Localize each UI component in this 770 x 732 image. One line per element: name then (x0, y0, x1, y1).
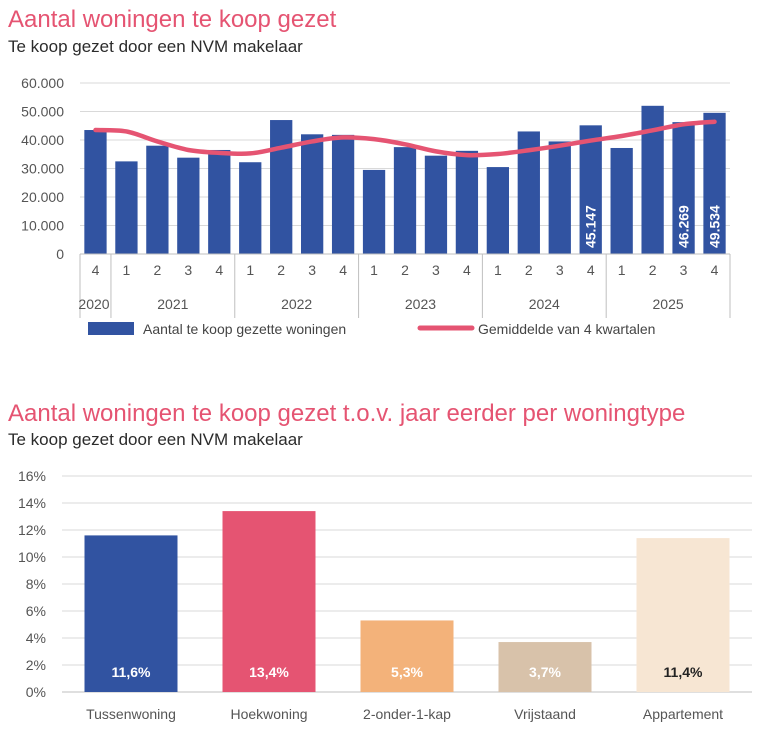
bar (360, 620, 454, 692)
quarter-label: 4 (587, 262, 595, 278)
quarter-label: 2 (649, 262, 657, 278)
y-tick-label: 40.000 (21, 132, 64, 148)
quarter-label: 1 (123, 262, 131, 278)
legend-bar-swatch (88, 322, 134, 335)
chart1-subtitle: Te koop gezet door een NVM makelaar (8, 37, 303, 56)
quarter-label: 2 (525, 262, 533, 278)
bar (208, 149, 231, 254)
y-tick-label: 30.000 (21, 161, 64, 177)
bar (239, 162, 262, 254)
bar-data-label: 45.147 (583, 205, 599, 248)
year-label: 2023 (405, 296, 436, 312)
legend-line-label: Gemiddelde van 4 kwartalen (478, 321, 655, 337)
bar (115, 161, 138, 254)
average-line (93, 119, 717, 158)
y-tick-label: 10.000 (21, 218, 64, 234)
y-tick-label: 20.000 (21, 189, 64, 205)
bar (222, 511, 316, 692)
quarter-label: 3 (308, 262, 316, 278)
year-label: 2021 (157, 296, 188, 312)
bar (84, 535, 178, 692)
category-label: Tussenwoning (86, 706, 176, 722)
bar-data-label: 5,3% (391, 664, 423, 680)
chart2-subtitle: Te koop gezet door een NVM makelaar (8, 430, 303, 449)
bar (177, 157, 200, 254)
year-label: 2025 (653, 296, 684, 312)
y-tick-label: 2% (26, 657, 46, 673)
quarter-label: 1 (618, 262, 626, 278)
y-tick-label: 50.000 (21, 104, 64, 120)
bar (393, 147, 417, 254)
quarter-label: 4 (339, 262, 347, 278)
y-tick-label: 0 (56, 246, 64, 262)
year-label: 2020 (78, 296, 109, 312)
bar (455, 150, 479, 254)
y-tick-label: 60.000 (21, 75, 64, 91)
quarter-label: 3 (184, 262, 192, 278)
bar (672, 122, 695, 254)
bar (498, 642, 592, 692)
chart1-title: Aantal woningen te koop gezet (8, 6, 337, 33)
bar-data-label: 11,4% (664, 664, 703, 680)
chart2-title: Aantal woningen te koop gezet t.o.v. jaa… (8, 400, 686, 427)
bar-data-label: 3,7% (529, 664, 561, 680)
bar (579, 125, 602, 254)
bar (703, 112, 726, 255)
quarter-label: 2 (153, 262, 161, 278)
category-label: 2-onder-1-kap (363, 706, 451, 722)
y-tick-label: 16% (18, 468, 46, 484)
bar (146, 145, 169, 254)
quarter-label: 3 (680, 262, 688, 278)
year-label: 2022 (281, 296, 312, 312)
y-tick-label: 12% (18, 522, 46, 538)
bar-data-label: 46.269 (676, 205, 692, 248)
quarter-label: 3 (556, 262, 564, 278)
bar-data-label: 49.534 (707, 205, 723, 248)
category-label: Appartement (643, 706, 723, 722)
quarter-label: 4 (463, 262, 471, 278)
bar-data-label: 13,4% (249, 664, 289, 680)
bar (610, 147, 633, 254)
quarter-label: 4 (215, 262, 223, 278)
year-label: 2024 (529, 296, 560, 312)
bar (84, 130, 107, 254)
y-tick-label: 4% (26, 630, 46, 646)
bar (362, 169, 386, 254)
quarter-label: 1 (370, 262, 378, 278)
quarter-label: 2 (401, 262, 409, 278)
quarter-label: 4 (711, 262, 719, 278)
quarter-label: 1 (494, 262, 502, 278)
bar (486, 167, 509, 254)
bar (270, 120, 293, 254)
quarter-label: 2 (277, 262, 285, 278)
y-tick-label: 0% (26, 684, 46, 700)
bar (424, 155, 448, 254)
bar (641, 105, 664, 254)
bar-data-label: 11,6% (112, 664, 151, 680)
bar (331, 134, 355, 254)
y-tick-label: 8% (26, 576, 46, 592)
quarter-label: 1 (246, 262, 254, 278)
y-tick-label: 14% (18, 495, 46, 511)
y-tick-label: 6% (26, 603, 46, 619)
bar (301, 134, 324, 254)
bar (548, 141, 571, 254)
quarter-label: 4 (92, 262, 100, 278)
category-label: Vrijstaand (514, 706, 576, 722)
bar (517, 131, 540, 254)
y-tick-label: 10% (18, 549, 46, 565)
bar (636, 538, 730, 692)
legend-bar-label: Aantal te koop gezette woningen (143, 321, 346, 337)
category-label: Hoekwoning (230, 706, 307, 722)
quarter-label: 3 (432, 262, 440, 278)
